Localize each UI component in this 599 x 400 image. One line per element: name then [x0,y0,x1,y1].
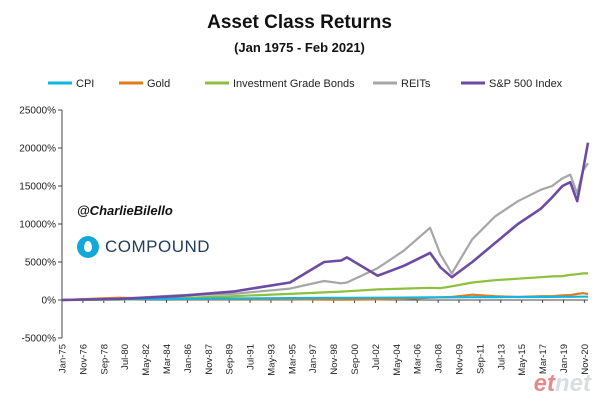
series-line-reits [61,162,589,302]
x-tick-label: Nov-98 [329,344,340,375]
x-tick-label: May-93 [266,344,277,376]
y-tick-label: 5000% [25,258,56,269]
watermark-suffix: net [555,370,591,397]
x-tick-label: Mar-06 [413,344,424,374]
x-tick-label: Jan-75 [58,344,69,373]
x-tick-label: Nov-09 [455,344,466,375]
x-tick-label: May-82 [141,344,152,376]
y-axis: -5000% 0% 5000% 10000% 15000% 20000% 25000% [19,106,63,345]
x-tick-label: Mar-84 [162,344,173,374]
watermark-prefix: et [533,370,555,397]
x-tick-label: Jan-19 [559,344,570,373]
x-tick-label: Mar-95 [287,344,298,374]
y-tick-label: 10000% [19,220,56,231]
x-tick-label: Sep-00 [350,344,361,375]
x-tick-label: Jan-08 [434,344,445,373]
brand-name: COMPOUND [105,237,211,256]
x-tick-label: Jul-02 [371,344,382,370]
legend-label: CPI [76,78,94,90]
legend-label: Gold [147,78,170,90]
legend-label: Investment Grade Bonds [233,78,355,90]
x-tick-label: Jul-80 [120,344,131,370]
x-tick-label: Jul-91 [246,344,257,370]
y-tick-label: 20000% [19,144,56,155]
x-tick-label: May-04 [392,344,403,376]
watermark: etnet [534,370,591,398]
x-tick-label: Sep-78 [99,344,110,375]
y-tick-label: 0% [42,296,57,307]
x-tick-label: May-15 [517,344,528,376]
chart-subtitle: (Jan 1975 - Feb 2021) [234,40,365,55]
chart-title: Asset Class Returns [207,12,392,33]
author-handle: @CharlieBilello [77,203,173,218]
x-tick-label: Nov-20 [580,344,591,375]
y-tick-label: -5000% [22,334,57,345]
x-tick-label: Sep-89 [225,344,236,375]
legend-label: REITs [401,78,431,90]
compound-drop-icon [77,236,99,258]
x-tick-label: Sep-11 [475,344,486,374]
x-axis: Jan-75 Nov-76 Sep-78 Jul-80 May-82 Mar-84 Jan-… [58,299,591,376]
x-tick-label: Nov-76 [78,344,89,375]
series-line-s-p-500-index [61,142,590,302]
x-tick-label: Mar-17 [538,344,549,374]
x-tick-label: Nov-87 [204,344,215,375]
x-tick-label: Jul-13 [496,344,507,370]
series-line-cpi [61,295,588,302]
brand-logo: COMPOUND [77,234,210,260]
series-line-investment-grade-bonds [61,272,588,302]
series-lines [61,142,590,302]
y-tick-label: 15000% [19,182,56,193]
legend-label: S&P 500 Index [489,78,563,90]
legend: CPI Gold Investment Grade Bonds REITs S&P 50… [48,78,563,90]
x-tick-label: Jan-86 [183,344,194,373]
x-tick-label: Jan-97 [308,344,319,373]
y-tick-label: 25000% [19,106,56,117]
